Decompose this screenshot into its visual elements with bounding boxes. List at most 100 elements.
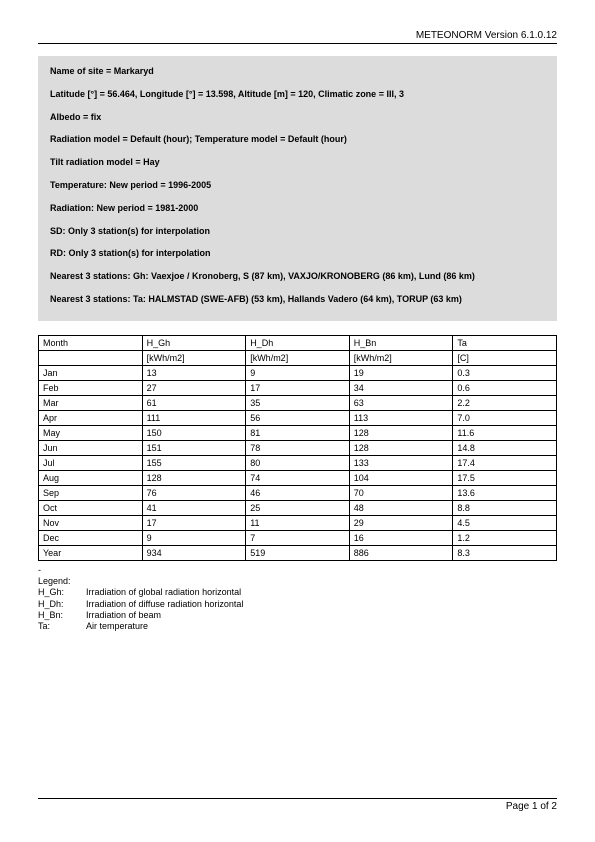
info-line: Radiation model = Default (hour); Temper… bbox=[50, 134, 545, 145]
table-header-cell bbox=[39, 350, 143, 365]
table-cell: 150 bbox=[142, 425, 246, 440]
table-cell: 8.3 bbox=[453, 545, 557, 560]
table-cell: 17.5 bbox=[453, 470, 557, 485]
table-row: Jan139190.3 bbox=[39, 365, 557, 380]
table-header-row: [kWh/m2][kWh/m2][kWh/m2][C] bbox=[39, 350, 557, 365]
table-cell: 1.2 bbox=[453, 530, 557, 545]
legend: - Legend: H_Gh:Irradiation of global rad… bbox=[38, 565, 557, 633]
table-cell: 25 bbox=[246, 500, 350, 515]
table-row: Aug1287410417.5 bbox=[39, 470, 557, 485]
info-line: SD: Only 3 station(s) for interpolation bbox=[50, 226, 545, 237]
table-cell: 155 bbox=[142, 455, 246, 470]
site-info-box: Name of site = Markaryd Latitude [°] = 56… bbox=[38, 56, 557, 321]
legend-dash: - bbox=[38, 565, 557, 576]
table-header-cell: Ta bbox=[453, 335, 557, 350]
table-cell: 74 bbox=[246, 470, 350, 485]
table-cell: 7 bbox=[246, 530, 350, 545]
table-cell: Sep bbox=[39, 485, 143, 500]
info-line: Tilt radiation model = Hay bbox=[50, 157, 545, 168]
table-row: Feb2717340.6 bbox=[39, 380, 557, 395]
legend-key: H_Dh: bbox=[38, 599, 86, 610]
table-header-cell: H_Gh bbox=[142, 335, 246, 350]
info-line: Nearest 3 stations: Gh: Vaexjoe / Kronob… bbox=[50, 271, 545, 282]
table-cell: 13.6 bbox=[453, 485, 557, 500]
legend-desc: Air temperature bbox=[86, 621, 148, 632]
table-row: Nov1711294.5 bbox=[39, 515, 557, 530]
table-row: May1508112811.6 bbox=[39, 425, 557, 440]
table-cell: 886 bbox=[349, 545, 453, 560]
legend-item: H_Bn:Irradiation of beam bbox=[38, 610, 557, 621]
info-line: Name of site = Markaryd bbox=[50, 66, 545, 77]
legend-item: Ta:Air temperature bbox=[38, 621, 557, 632]
table-row: Jun1517812814.8 bbox=[39, 440, 557, 455]
table-row: Oct4125488.8 bbox=[39, 500, 557, 515]
table-cell: 35 bbox=[246, 395, 350, 410]
table-cell: 133 bbox=[349, 455, 453, 470]
table-cell: Mar bbox=[39, 395, 143, 410]
table-cell: 8.8 bbox=[453, 500, 557, 515]
table-cell: Aug bbox=[39, 470, 143, 485]
table-cell: 2.2 bbox=[453, 395, 557, 410]
table-cell: 113 bbox=[349, 410, 453, 425]
table-cell: 14.8 bbox=[453, 440, 557, 455]
table-cell: Year bbox=[39, 545, 143, 560]
table-row: Mar6135632.2 bbox=[39, 395, 557, 410]
data-table: MonthH_GhH_DhH_BnTa[kWh/m2][kWh/m2][kWh/… bbox=[38, 335, 557, 561]
table-cell: 46 bbox=[246, 485, 350, 500]
table-cell: 48 bbox=[349, 500, 453, 515]
legend-desc: Irradiation of beam bbox=[86, 610, 161, 621]
info-line: Temperature: New period = 1996-2005 bbox=[50, 180, 545, 191]
table-cell: 9 bbox=[142, 530, 246, 545]
table-cell: 34 bbox=[349, 380, 453, 395]
legend-key: H_Gh: bbox=[38, 587, 86, 598]
table-row: Year9345198868.3 bbox=[39, 545, 557, 560]
table-header-cell: H_Dh bbox=[246, 335, 350, 350]
table-cell: 128 bbox=[349, 440, 453, 455]
legend-key: H_Bn: bbox=[38, 610, 86, 621]
legend-title: Legend: bbox=[38, 576, 557, 587]
table-header-cell: [kWh/m2] bbox=[142, 350, 246, 365]
table-header-cell: H_Bn bbox=[349, 335, 453, 350]
table-cell: Oct bbox=[39, 500, 143, 515]
info-line: Latitude [°] = 56.464, Longitude [°] = 1… bbox=[50, 89, 545, 100]
table-row: Apr111561137.0 bbox=[39, 410, 557, 425]
table-cell: 17 bbox=[142, 515, 246, 530]
table-cell: 11 bbox=[246, 515, 350, 530]
legend-desc: Irradiation of global radiation horizont… bbox=[86, 587, 241, 598]
table-cell: Jan bbox=[39, 365, 143, 380]
table-cell: 27 bbox=[142, 380, 246, 395]
table-cell: Dec bbox=[39, 530, 143, 545]
legend-item: H_Gh:Irradiation of global radiation hor… bbox=[38, 587, 557, 598]
table-cell: 17 bbox=[246, 380, 350, 395]
table-cell: Jun bbox=[39, 440, 143, 455]
table-cell: 11.6 bbox=[453, 425, 557, 440]
table-cell: Apr bbox=[39, 410, 143, 425]
table-row: Sep76467013.6 bbox=[39, 485, 557, 500]
table-header-cell: [kWh/m2] bbox=[246, 350, 350, 365]
table-cell: 63 bbox=[349, 395, 453, 410]
table-cell: 934 bbox=[142, 545, 246, 560]
table-cell: 0.3 bbox=[453, 365, 557, 380]
table-cell: 56 bbox=[246, 410, 350, 425]
table-cell: 519 bbox=[246, 545, 350, 560]
table-row: Dec97161.2 bbox=[39, 530, 557, 545]
table-cell: 17.4 bbox=[453, 455, 557, 470]
table-cell: 7.0 bbox=[453, 410, 557, 425]
info-line: Albedo = fix bbox=[50, 112, 545, 123]
table-cell: 29 bbox=[349, 515, 453, 530]
table-cell: 19 bbox=[349, 365, 453, 380]
page-footer: Page 1 of 2 bbox=[38, 798, 557, 812]
table-cell: 16 bbox=[349, 530, 453, 545]
table-cell: 13 bbox=[142, 365, 246, 380]
table-cell: Jul bbox=[39, 455, 143, 470]
table-cell: 151 bbox=[142, 440, 246, 455]
table-cell: 61 bbox=[142, 395, 246, 410]
table-header-row: MonthH_GhH_DhH_BnTa bbox=[39, 335, 557, 350]
table-cell: 0.6 bbox=[453, 380, 557, 395]
legend-item: H_Dh:Irradiation of diffuse radiation ho… bbox=[38, 599, 557, 610]
table-cell: 128 bbox=[142, 470, 246, 485]
table-cell: 104 bbox=[349, 470, 453, 485]
table-cell: Nov bbox=[39, 515, 143, 530]
table-cell: 70 bbox=[349, 485, 453, 500]
table-cell: 81 bbox=[246, 425, 350, 440]
